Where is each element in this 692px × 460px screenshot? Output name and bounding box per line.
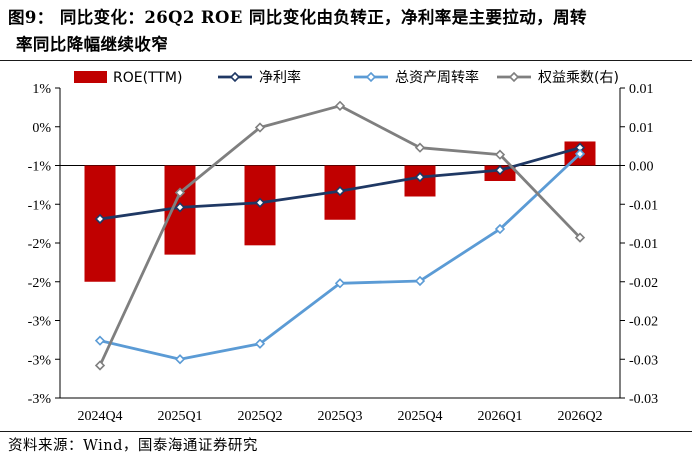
point: [254, 338, 266, 349]
legend-marker: [229, 71, 241, 83]
point: [174, 202, 186, 213]
bottom-rule: [0, 431, 692, 432]
point: [494, 223, 506, 235]
left-tick-label: -3%: [28, 315, 52, 330]
x-tick-label: 2024Q4: [77, 409, 122, 424]
point: [414, 171, 426, 183]
right-tick-label: -0.03: [629, 353, 658, 368]
point: [94, 360, 106, 371]
title-rule: [0, 60, 692, 61]
point: [254, 122, 266, 133]
legend-swatch: [74, 71, 107, 83]
left-tick-label: -1%: [28, 160, 52, 175]
right-tick-label: -0.02: [629, 315, 658, 330]
left-tick-label: 1%: [32, 82, 51, 97]
point: [574, 148, 586, 160]
x-tick-label: 2025Q1: [157, 409, 202, 424]
figure-title: 图9： 同比变化：26Q2 ROE 同比变化由负转正，净利率是主要拉动，周转 率…: [8, 4, 688, 58]
legend-label: ROE(TTM): [113, 70, 182, 86]
point: [414, 275, 426, 287]
line-series-group: [94, 100, 586, 371]
legend-label: 权益乘数(右): [538, 70, 619, 86]
x-tick-label: 2025Q4: [397, 409, 442, 424]
x-tick-label: 2025Q3: [317, 409, 362, 424]
point: [94, 335, 106, 346]
left-tick-label: -2%: [28, 237, 52, 252]
point: [94, 213, 106, 225]
right-tick-label: -0.02: [629, 276, 658, 291]
right-tick-label: -0.01: [629, 198, 658, 213]
figure-title-line2: 率同比降幅继续收窄: [16, 35, 169, 54]
right-tick-label: -0.03: [629, 392, 658, 407]
legend: ROE(TTM) 净利率 总资产周转率 权益乘数(右): [74, 69, 619, 86]
legend-label: 总资产周转率: [395, 69, 479, 86]
legend-marker: [365, 71, 377, 83]
point: [494, 149, 506, 160]
left-tick-label: 0%: [32, 121, 51, 136]
point: [334, 185, 346, 197]
point: [254, 197, 266, 208]
left-tick-label: -2%: [28, 276, 52, 291]
right-tick-label: 0.01: [629, 121, 654, 136]
right-tick-label: 0.01: [629, 82, 654, 97]
legend-label: 净利率: [259, 69, 301, 86]
point: [174, 354, 186, 365]
legend-marker: [508, 71, 520, 83]
figure-title-line1: 图9： 同比变化：26Q2 ROE 同比变化由负转正，净利率是主要拉动，周转: [8, 8, 587, 27]
right-tick-label: 0.00: [629, 160, 654, 175]
right-axis-ticks: 0.01 0.01 0.00 -0.01 -0.01 -0.02 -0.02 -0.03 -0.…: [620, 82, 658, 407]
left-tick-label: -3%: [28, 353, 52, 368]
x-tick-label: 2026Q2: [557, 409, 602, 424]
x-axis-ticks: 2024Q4 2025Q1 2025Q2 2025Q3 2025Q4 2026Q1 2026…: [77, 409, 602, 424]
point: [334, 278, 346, 289]
right-tick-label: -0.01: [629, 237, 658, 252]
x-tick-label: 2026Q1: [477, 409, 522, 424]
source-note: 资料来源：Wind，国泰海通证券研究: [8, 438, 258, 454]
point: [334, 100, 346, 111]
chart: 1% 0% -1% -1% -2% -2% -3% -3% -3% 0.01 0.01 0.00 -0…: [28, 69, 659, 424]
left-tick-label: -1%: [28, 198, 52, 213]
point: [494, 165, 506, 176]
point: [574, 232, 586, 243]
point: [414, 142, 426, 153]
x-tick-label: 2025Q2: [237, 409, 282, 424]
left-axis-ticks: 1% 0% -1% -1% -2% -2% -3% -3% -3%: [28, 82, 60, 407]
point: [174, 187, 186, 198]
left-tick-label: -3%: [28, 392, 52, 407]
